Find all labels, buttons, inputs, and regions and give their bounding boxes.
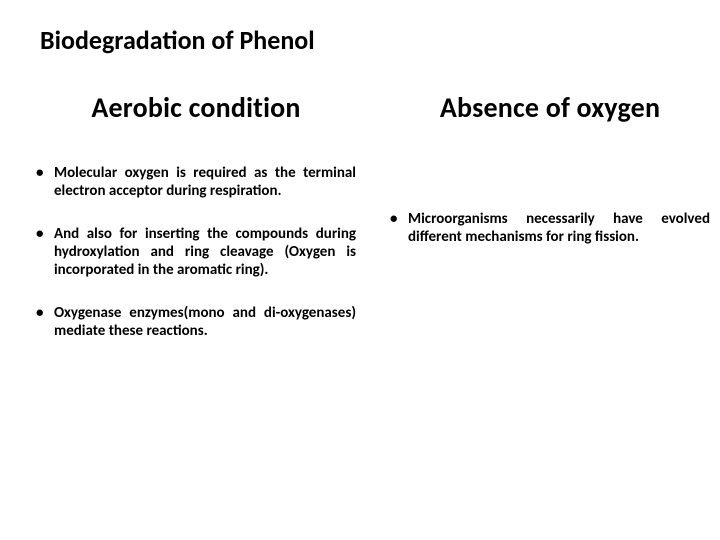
right-column: Absence of oxygen Microorganisms necessa… bbox=[390, 90, 710, 272]
right-heading: Absence of oxygen bbox=[390, 90, 710, 125]
slide-title: Biodegradation of Phenol bbox=[40, 24, 315, 56]
list-item: Molecular oxygen is required as the term… bbox=[36, 165, 356, 200]
list-item: Oxygenase enzymes(mono and di-oxygenases… bbox=[36, 305, 356, 340]
left-column: Aerobic condition Molecular oxygen is re… bbox=[36, 90, 356, 367]
slide: Biodegradation of Phenol Aerobic conditi… bbox=[0, 0, 720, 540]
list-item: And also for inserting the compounds dur… bbox=[36, 226, 356, 279]
list-item: Microorganisms necessarily have evolved … bbox=[390, 211, 710, 246]
left-heading: Aerobic condition bbox=[36, 90, 356, 125]
right-bullet-list: Microorganisms necessarily have evolved … bbox=[390, 211, 710, 246]
left-bullet-list: Molecular oxygen is required as the term… bbox=[36, 165, 356, 341]
